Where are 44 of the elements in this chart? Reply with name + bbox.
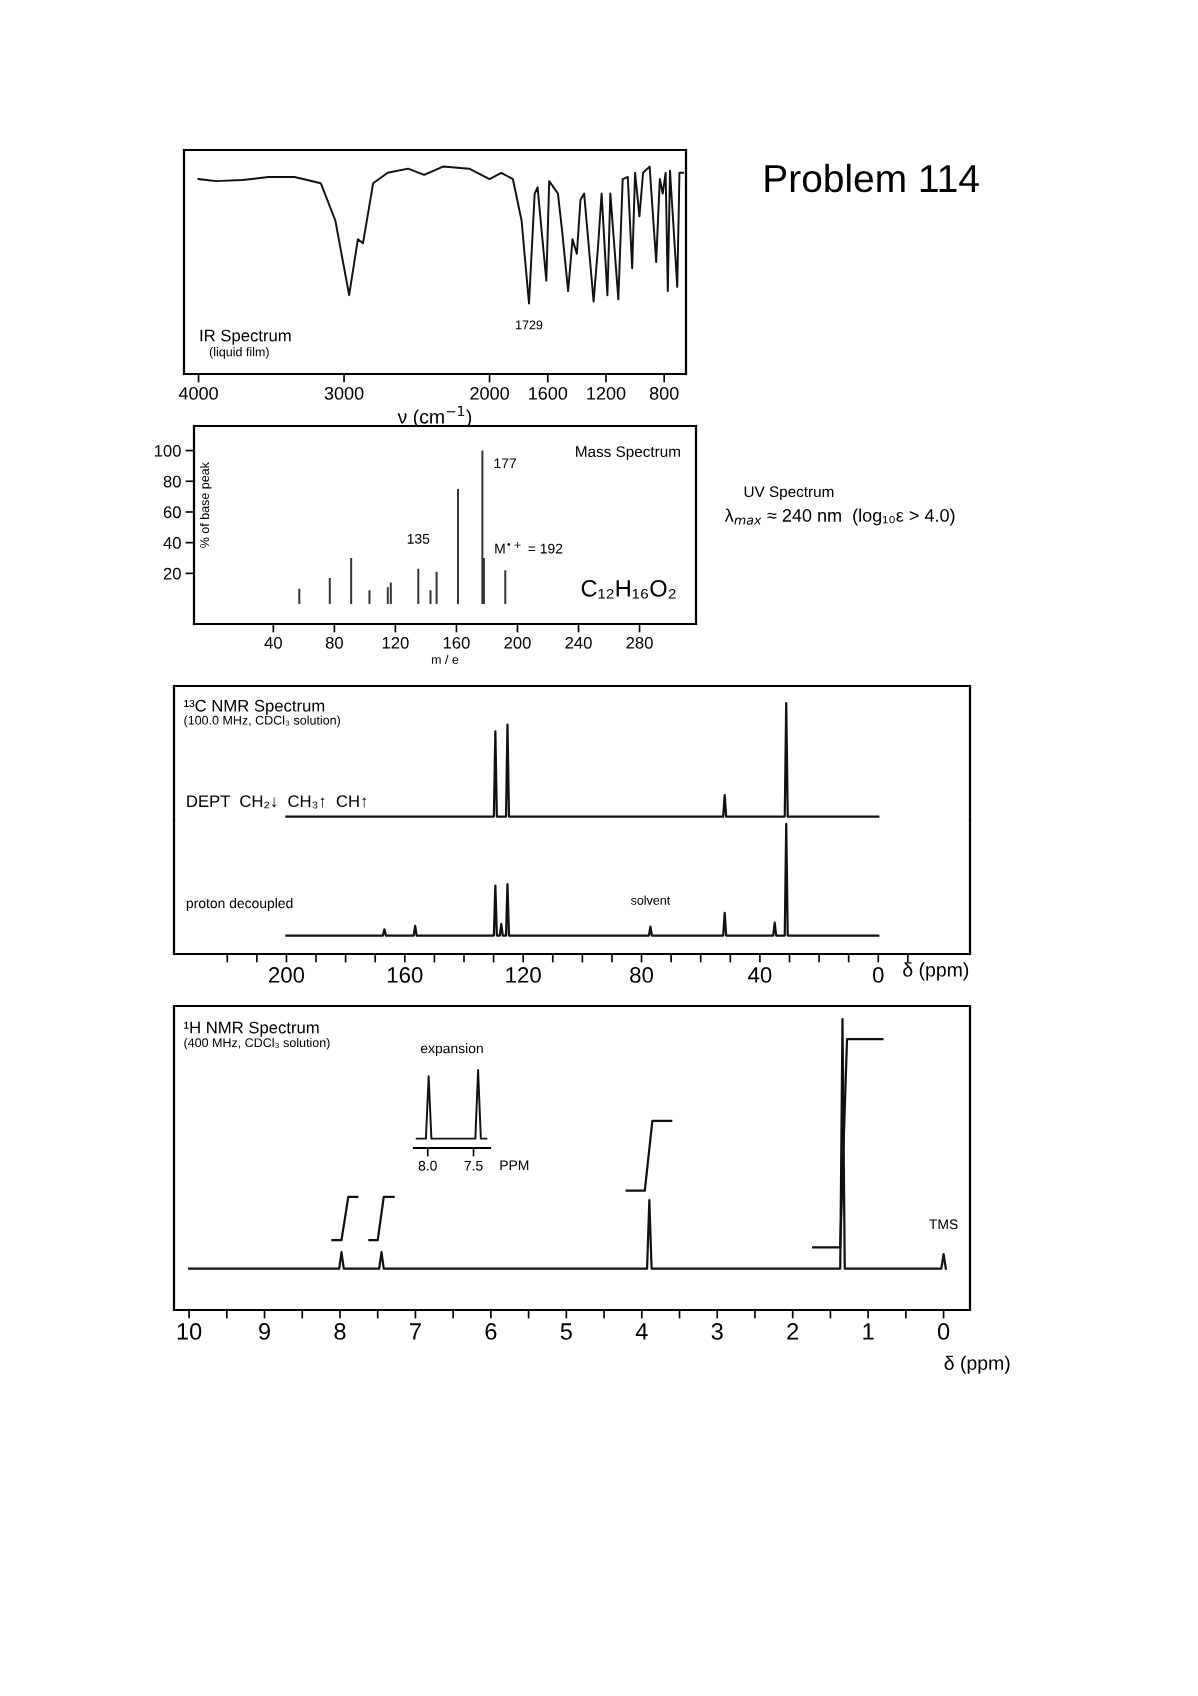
x-tick-label: 2	[787, 1323, 799, 1340]
chart-title: ¹H NMR Spectrum	[184, 1021, 319, 1037]
x-tick-label: 1200	[587, 386, 626, 400]
x-axis-title: δ (ppm)	[944, 1355, 1010, 1374]
x-tick-label: 0	[872, 967, 884, 983]
x-tick-label: 2000	[470, 386, 509, 400]
text: Problem 114	[765, 163, 979, 193]
x-tick-label: 120	[506, 967, 541, 983]
x-tick-label: 10	[177, 1323, 202, 1340]
x-tick-label: 160	[387, 967, 423, 983]
annotation: C₁₂H₁₆O₂	[581, 579, 676, 599]
annotation: DEPT CH₂↓ CH₃↑ CH↑	[187, 795, 367, 809]
chart-title: ¹³C NMR Spectrum	[184, 699, 325, 715]
x-tick-label: 1	[863, 1323, 874, 1340]
x-tick-label: 5	[560, 1323, 572, 1340]
x-tick-label: 240	[565, 636, 592, 649]
x-tick-label: 200	[504, 636, 531, 649]
y-tick-label: 100	[154, 444, 181, 457]
x-tick-label: 200	[269, 967, 305, 983]
x-tick-label: 80	[325, 636, 343, 649]
x-tick-label: 800	[649, 386, 679, 400]
text: λ$_{max}$ ≈ 240 nm (log₁₀ε > 4.0)	[724, 508, 955, 526]
x-tick-label: 6	[485, 1323, 497, 1340]
x-tick-label: 80	[630, 967, 654, 983]
x-tick-label: 9	[259, 1323, 270, 1340]
x-tick-label: 40	[748, 967, 772, 983]
x-tick-label: 40	[264, 636, 282, 649]
x-tick-label: 3000	[324, 386, 364, 400]
x-tick-label: 8	[334, 1323, 346, 1340]
x-tick-label: 280	[626, 636, 653, 649]
y-tick-label: 40	[163, 537, 181, 549]
y-tick-label: 80	[163, 475, 181, 488]
x-tick-label: 0	[937, 1323, 950, 1340]
y-tick-label: 60	[163, 506, 181, 519]
x-tick-label: 3	[711, 1323, 723, 1340]
text: IR Spectrum	[200, 329, 291, 345]
x-tick-label: 4	[635, 1323, 648, 1340]
x-tick-label: 120	[382, 636, 409, 649]
x-axis-title: δ (ppm)	[903, 962, 969, 981]
x-tick-label: 160	[443, 636, 470, 649]
y-tick-label: 20	[163, 567, 181, 580]
x-tick-label: 7	[410, 1323, 421, 1340]
x-tick-label: 1600	[529, 386, 568, 400]
x-tick-label: 4000	[178, 386, 218, 400]
